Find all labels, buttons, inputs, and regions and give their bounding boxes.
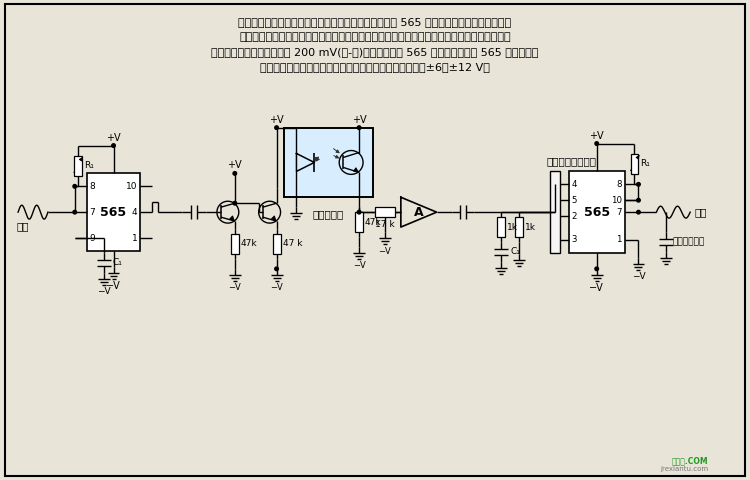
- Text: 5: 5: [572, 196, 578, 205]
- Circle shape: [637, 210, 640, 214]
- Text: 捷信图.COM: 捷信图.COM: [671, 456, 708, 466]
- Circle shape: [73, 210, 76, 214]
- Text: 放大器有足够的增益，能把 200 mV(峰-峰)信号加到接收 565 的输入端。接收 565 起调频检波: 放大器有足够的增益，能把 200 mV(峰-峰)信号加到接收 565 的输入端。…: [211, 47, 538, 57]
- Circle shape: [274, 267, 278, 271]
- Text: 器的作用，把输入给发射机的信号重新产生出来。电源为±6～±12 V。: 器的作用，把输入给发射机的信号重新产生出来。电源为±6～±12 V。: [260, 62, 490, 72]
- Text: +V: +V: [269, 115, 284, 125]
- Text: 2: 2: [572, 212, 578, 221]
- Bar: [568, 171, 625, 253]
- Text: 8: 8: [616, 180, 622, 189]
- Text: −V: −V: [379, 247, 392, 256]
- Bar: [87, 173, 140, 251]
- Circle shape: [595, 142, 598, 145]
- Text: 1k: 1k: [507, 223, 518, 231]
- Text: 4: 4: [572, 180, 578, 189]
- Text: +V: +V: [352, 115, 367, 125]
- Text: C₁: C₁: [112, 258, 122, 267]
- Text: 1: 1: [616, 236, 622, 244]
- Text: 8: 8: [90, 182, 95, 191]
- Text: jrexiantu.com: jrexiantu.com: [660, 466, 708, 472]
- Text: +V: +V: [227, 160, 242, 170]
- Text: 本电路是一个用光作为媒介的调频传输系统。发射机把 565 锁相环用作电压控制振荡器，: 本电路是一个用光作为媒介的调频传输系统。发射机把 565 锁相环用作电压控制振荡…: [238, 17, 512, 27]
- Text: −V: −V: [106, 281, 121, 291]
- Text: A: A: [414, 205, 424, 219]
- Text: 565: 565: [584, 205, 610, 219]
- Bar: [272, 234, 280, 254]
- Circle shape: [233, 202, 236, 205]
- Text: 1: 1: [132, 233, 137, 242]
- Text: 10: 10: [126, 182, 137, 191]
- Text: 47k: 47k: [365, 217, 382, 227]
- Bar: [375, 207, 395, 217]
- Circle shape: [112, 144, 116, 147]
- Text: 7: 7: [90, 208, 95, 216]
- Circle shape: [274, 126, 278, 130]
- Bar: [497, 217, 506, 237]
- Text: −V: −V: [97, 287, 110, 296]
- Text: R₁: R₁: [84, 161, 94, 170]
- Text: 47k: 47k: [241, 240, 257, 249]
- Text: 17 k: 17 k: [375, 220, 394, 229]
- Text: 输出直流电平调节: 输出直流电平调节: [547, 156, 597, 167]
- Text: 使光电隔离器的发光二极管按照与输入电压成正比的速率而闪光。光电晶体管驱动放大器。该: 使光电隔离器的发光二极管按照与输入电压成正比的速率而闪光。光电晶体管驱动放大器。…: [239, 32, 511, 42]
- Circle shape: [595, 267, 598, 271]
- Text: +V: +V: [590, 131, 604, 141]
- Bar: [355, 212, 363, 232]
- Bar: [74, 156, 82, 176]
- Text: 9: 9: [90, 233, 95, 242]
- Text: 10: 10: [610, 196, 622, 205]
- Text: 输入: 输入: [16, 221, 28, 231]
- Text: −V: −V: [229, 283, 242, 292]
- Text: 3: 3: [572, 236, 578, 244]
- Text: 4: 4: [132, 208, 137, 216]
- Text: 输出: 输出: [694, 207, 706, 217]
- Text: 低通滤波电容: 低通滤波电容: [672, 238, 704, 247]
- Circle shape: [233, 171, 236, 175]
- Bar: [550, 171, 560, 253]
- Text: 不透光外壳: 不透光外壳: [313, 209, 344, 219]
- Text: R₁: R₁: [640, 159, 650, 168]
- Circle shape: [357, 126, 361, 130]
- Text: −V: −V: [590, 283, 604, 293]
- Text: +V: +V: [106, 132, 121, 143]
- Text: −V: −V: [352, 261, 365, 270]
- Text: −V: −V: [632, 272, 645, 281]
- Circle shape: [357, 210, 361, 214]
- Circle shape: [637, 198, 640, 202]
- Text: −V: −V: [270, 283, 283, 292]
- Bar: [631, 154, 638, 174]
- Text: 1k: 1k: [525, 223, 536, 231]
- Text: 47 k: 47 k: [283, 240, 302, 249]
- Circle shape: [637, 182, 640, 186]
- Text: C₁: C₁: [510, 247, 520, 256]
- Bar: [284, 128, 373, 197]
- Text: 7: 7: [616, 208, 622, 216]
- Text: 565: 565: [100, 205, 127, 219]
- Bar: [231, 234, 238, 254]
- Bar: [515, 217, 523, 237]
- Circle shape: [73, 184, 76, 188]
